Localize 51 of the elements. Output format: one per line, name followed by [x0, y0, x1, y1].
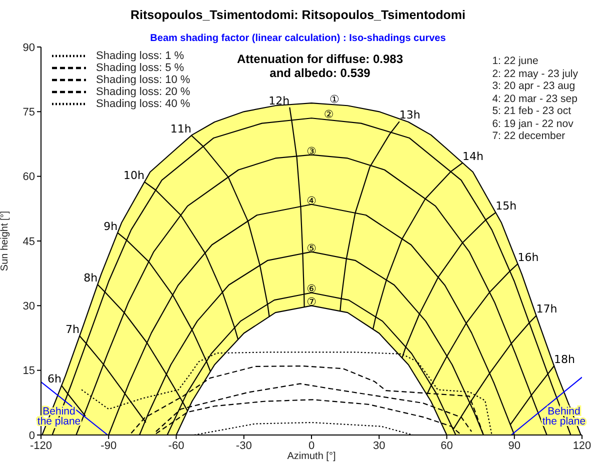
annotation: 5: 21 feb - 23 oct [492, 105, 572, 118]
annotation: ① [330, 93, 340, 106]
annotation: 4: 20 mar - 23 sep [492, 92, 578, 105]
legend-label: Shading loss: 10 % [96, 74, 190, 86]
y-tick-label: 15 [22, 365, 35, 378]
chart-title: Ritsopoulos_Tsimentodomi: Ritsopoulos_Tsimentodomi [130, 8, 466, 22]
x-tick-label: -90 [100, 440, 117, 452]
annotation: 7h [66, 322, 80, 336]
annotation: 7: 22 december [492, 130, 566, 142]
annotation: ② [324, 108, 334, 122]
y-tick-label: 0 [28, 430, 35, 442]
x-tick-label: 30 [373, 440, 386, 452]
annotation: 2: 22 may - 23 july [492, 68, 578, 80]
legend-label: Shading loss: 40 % [96, 98, 190, 110]
legend-label: Shading loss: 1 % [96, 50, 184, 62]
annotation: ⑥ [306, 282, 317, 296]
legend-label: Shading loss: 20 % [96, 86, 190, 98]
x-axis-title: Azimuth [°] [287, 451, 336, 462]
annotation: 8h [84, 272, 98, 285]
annotation: 6: 19 jan - 22 nov [492, 118, 574, 130]
y-tick-label: 45 [22, 236, 35, 248]
y-tick-label: 30 [22, 300, 35, 313]
x-tick-label: 0 [308, 440, 315, 452]
annotation: 6h [48, 372, 62, 386]
y-tick-label: 75 [22, 106, 35, 119]
annotation: 11h [170, 122, 192, 136]
annotation: 16h [518, 250, 539, 264]
annotation: 17h [536, 302, 558, 316]
x-tick-label: 120 [572, 440, 592, 452]
annotation: 10h [123, 168, 144, 182]
annotation: 15h [496, 200, 517, 213]
annotation: 9h [104, 220, 118, 233]
annotation: 18h [554, 353, 576, 366]
annotation: 1: 22 june [492, 55, 540, 68]
x-tick-label: 60 [440, 440, 453, 452]
y-tick-label: 90 [22, 42, 35, 54]
y-tick-label: 60 [22, 171, 35, 184]
annotation: 13h [399, 108, 420, 122]
annotation: ⑦ [306, 296, 317, 309]
annotation: 3: 20 apr - 23 aug [492, 80, 576, 92]
x-tick-label: -30 [236, 440, 252, 452]
x-tick-label: -60 [168, 440, 184, 452]
annotation: 14h [462, 150, 484, 163]
annotation: 12h [268, 94, 290, 108]
chart-subtitle: Beam shading factor (linear calculation) : Iso-shadings curves [150, 33, 446, 44]
legend-label: Shading loss: 5 % [96, 62, 184, 74]
x-tick-label: 90 [508, 440, 520, 452]
x-tick-label: -120 [30, 440, 52, 452]
y-axis-title: Sun height [°] [0, 210, 11, 272]
annotation: ④ [306, 194, 317, 208]
annotation: Attenuation for diffuse: 0.983 and albedo: 0.539 [236, 52, 404, 80]
